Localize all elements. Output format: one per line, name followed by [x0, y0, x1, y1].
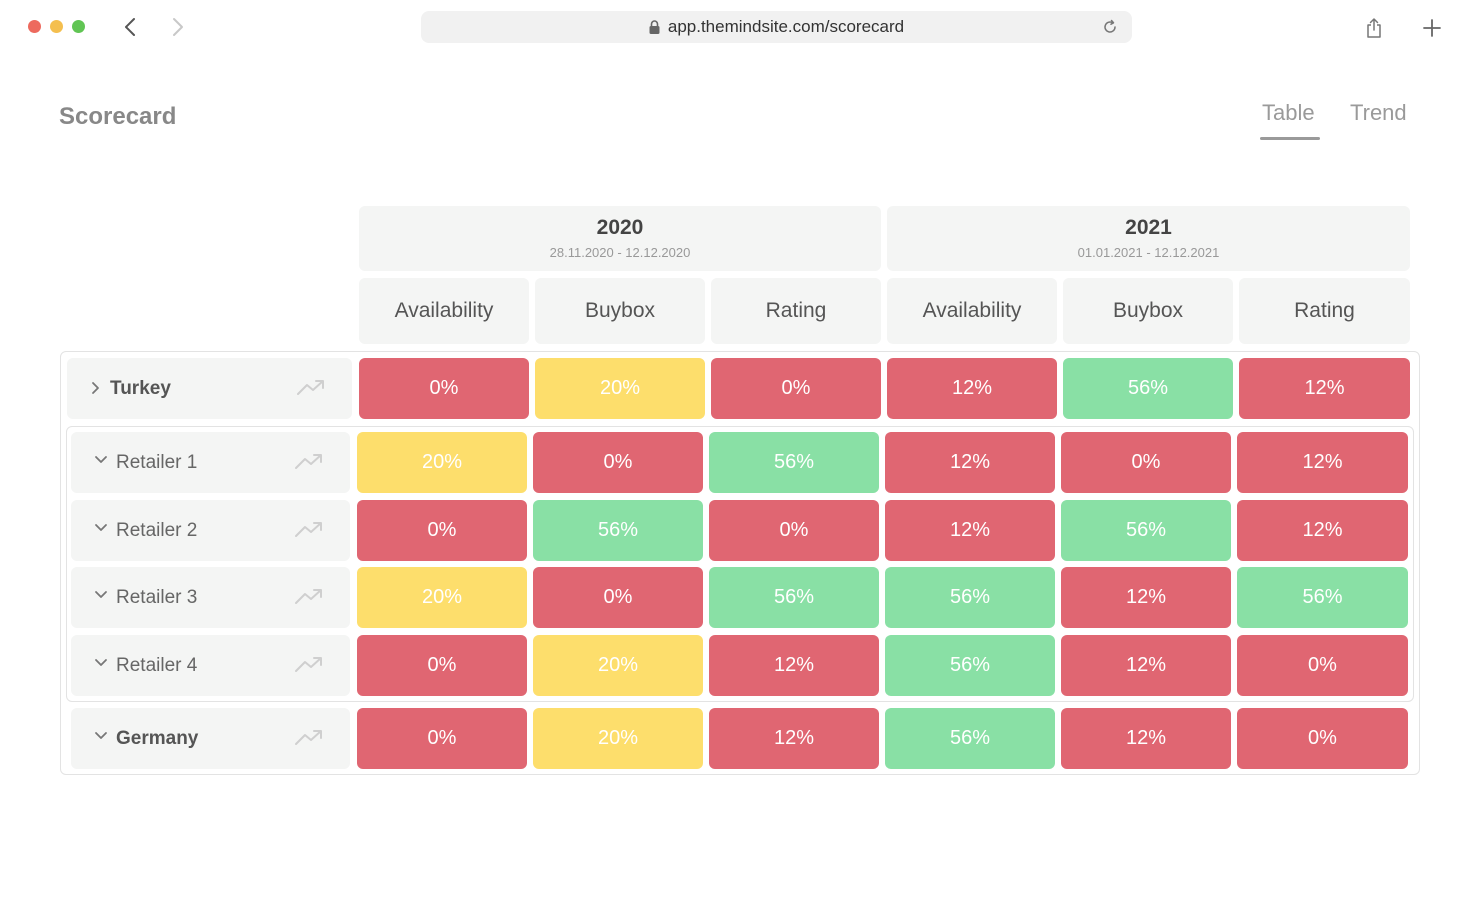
tab-table[interactable]: Table [1262, 100, 1315, 125]
chevron-down-icon[interactable] [93, 589, 109, 601]
chevron-left-icon [125, 18, 135, 36]
score-cell[interactable]: 56% [1061, 500, 1231, 561]
row-label-retailer-4[interactable]: Retailer 4 [71, 635, 350, 696]
active-tab-indicator [1260, 137, 1320, 140]
score-cell[interactable]: 0% [359, 358, 529, 419]
trend-up-icon[interactable] [296, 378, 326, 396]
score-cell[interactable]: 12% [709, 635, 879, 696]
row-label-retailer-3[interactable]: Retailer 3 [71, 567, 350, 628]
row-label-text: Retailer 3 [116, 586, 198, 608]
metric-header[interactable]: Rating [1239, 278, 1410, 344]
close-window-button[interactable] [28, 20, 41, 33]
score-cell[interactable]: 0% [1237, 708, 1408, 769]
plus-icon [1423, 19, 1441, 37]
date-range: 01.01.2021 - 12.12.2021 [1077, 245, 1220, 260]
score-cell[interactable]: 12% [1237, 432, 1408, 493]
score-cell[interactable]: 0% [357, 708, 527, 769]
row-label-retailer-1[interactable]: Retailer 1 [71, 432, 350, 493]
lock-icon [649, 20, 660, 34]
retailer-group [66, 426, 1414, 702]
score-cell[interactable]: 0% [709, 500, 879, 561]
row-label-germany[interactable]: Germany [71, 708, 350, 769]
metric-header[interactable]: Buybox [1063, 278, 1233, 344]
address-bar[interactable]: app.themindsite.com/scorecard [421, 11, 1132, 43]
year-header-2021: 2021 01.01.2021 - 12.12.2021 [887, 206, 1410, 271]
maximize-window-button[interactable] [72, 20, 85, 33]
score-cell[interactable]: 12% [885, 500, 1055, 561]
score-cell[interactable]: 12% [885, 432, 1055, 493]
address-url: app.themindsite.com/scorecard [667, 17, 905, 36]
score-cell[interactable]: 0% [533, 567, 703, 628]
trend-up-icon[interactable] [294, 587, 324, 605]
year-label: 2020 [596, 216, 644, 239]
metric-header[interactable]: Availability [359, 278, 529, 344]
score-cell[interactable]: 0% [357, 500, 527, 561]
chevron-down-icon[interactable] [93, 522, 109, 534]
browser-toolbar: app.themindsite.com/scorecard [0, 0, 1477, 56]
new-tab-button[interactable] [1418, 14, 1446, 42]
trend-up-icon[interactable] [294, 655, 324, 673]
chevron-down-icon[interactable] [93, 454, 109, 466]
row-label-turkey[interactable]: Turkey [67, 358, 352, 419]
score-cell[interactable]: 56% [885, 635, 1055, 696]
share-icon [1367, 18, 1381, 38]
row-label-text: Retailer 1 [116, 451, 198, 473]
metric-header[interactable]: Buybox [535, 278, 705, 344]
row-label-text: Retailer 4 [116, 654, 198, 676]
score-cell[interactable]: 56% [1237, 567, 1408, 628]
page-title: Scorecard [59, 103, 177, 130]
forward-button[interactable] [163, 12, 193, 42]
back-button[interactable] [115, 12, 145, 42]
row-label-retailer-2[interactable]: Retailer 2 [71, 500, 350, 561]
score-cell[interactable]: 20% [357, 567, 527, 628]
row-label-text: Retailer 2 [116, 519, 198, 541]
year-header-2020: 2020 28.11.2020 - 12.12.2020 [359, 206, 881, 271]
year-label: 2021 [1125, 216, 1172, 239]
score-cell[interactable]: 20% [533, 635, 703, 696]
score-cell[interactable]: 20% [535, 358, 705, 419]
score-cell[interactable]: 0% [711, 358, 881, 419]
score-cell[interactable]: 0% [357, 635, 527, 696]
trend-up-icon[interactable] [294, 520, 324, 538]
trend-up-icon[interactable] [294, 452, 324, 470]
score-cell[interactable]: 56% [533, 500, 703, 561]
chevron-right-icon [173, 18, 183, 36]
score-cell[interactable]: 12% [709, 708, 879, 769]
chevron-down-icon[interactable] [93, 730, 109, 742]
score-cell[interactable]: 56% [1063, 358, 1233, 419]
score-cell[interactable]: 56% [709, 567, 879, 628]
score-cell[interactable]: 0% [533, 432, 703, 493]
score-cell[interactable]: 20% [357, 432, 527, 493]
score-cell[interactable]: 56% [885, 708, 1055, 769]
score-cell[interactable]: 12% [1237, 500, 1408, 561]
score-cell[interactable]: 12% [1061, 567, 1231, 628]
metric-header[interactable]: Rating [711, 278, 881, 344]
score-cell[interactable]: 56% [885, 567, 1055, 628]
chevron-down-icon[interactable] [93, 657, 109, 669]
score-cell[interactable]: 12% [887, 358, 1057, 419]
metric-header[interactable]: Availability [887, 278, 1057, 344]
reload-icon[interactable] [1102, 19, 1118, 35]
trend-up-icon[interactable] [294, 728, 324, 746]
minimize-window-button[interactable] [50, 20, 63, 33]
score-cell[interactable]: 0% [1061, 432, 1231, 493]
share-button[interactable] [1360, 14, 1388, 42]
chevron-right-icon[interactable] [89, 380, 101, 396]
score-cell[interactable]: 20% [533, 708, 703, 769]
score-cell[interactable]: 12% [1061, 708, 1231, 769]
tab-trend[interactable]: Trend [1350, 100, 1407, 125]
date-range: 28.11.2020 - 12.12.2020 [549, 245, 691, 260]
score-cell[interactable]: 12% [1061, 635, 1231, 696]
score-cell[interactable]: 0% [1237, 635, 1408, 696]
row-label-text: Germany [116, 727, 199, 749]
score-cell[interactable]: 12% [1239, 358, 1410, 419]
row-label-text: Turkey [110, 377, 171, 399]
scorecard-table [60, 351, 1420, 775]
score-cell[interactable]: 56% [709, 432, 879, 493]
